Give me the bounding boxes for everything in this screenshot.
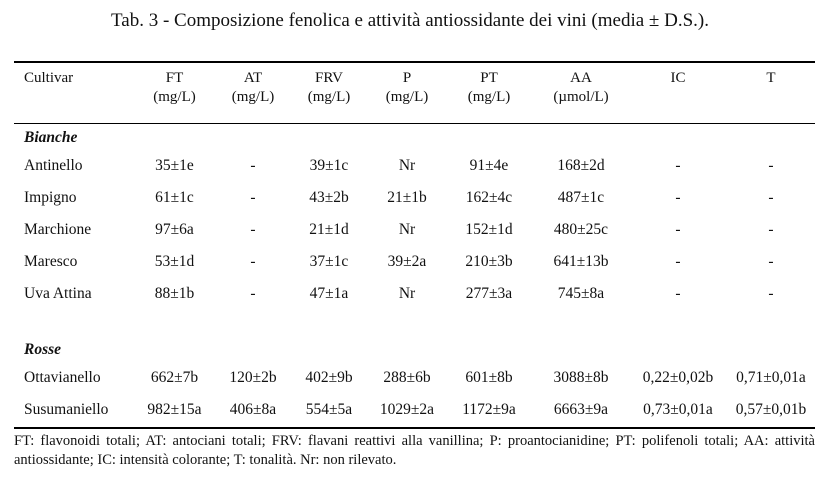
header-rule [14, 123, 815, 124]
value-cell: 162±4c [465, 189, 513, 206]
value-cell: 277±3a [465, 285, 513, 302]
col-header-t: T [766, 70, 776, 86]
value-cell: 120±2b [229, 369, 277, 386]
value-cell: 61±1c [155, 189, 194, 206]
col-header-ft: FT (mg/L) [153, 70, 196, 105]
value-cell: 1029±2a [379, 401, 435, 418]
value-cell: 88±1b [154, 285, 195, 302]
value-cell: 288±6b [383, 369, 431, 386]
value-cell: 39±1c [309, 157, 349, 174]
value-cell: 37±1c [309, 253, 349, 270]
col-header-pt: PT (mg/L) [467, 70, 511, 105]
value-cell: - [675, 221, 681, 238]
value-cell: 480±25c [553, 221, 609, 238]
value-cell: 152±1d [465, 221, 513, 238]
col-header-aa: AA (µmol/L) [553, 70, 609, 105]
table-row: Impigno 61±1c - 43±2b 21±1b 162±4c 487±1c - - [14, 182, 815, 214]
value-cell: 97±6a [155, 221, 194, 238]
cultivar-cell: Marchione [24, 221, 92, 238]
value-cell: 0,73±0,01a [643, 401, 713, 418]
value-cell: - [768, 221, 774, 238]
value-cell: 39±2a [387, 253, 427, 270]
value-cell: - [675, 285, 681, 302]
col-header-frv: FRV (mg/L) [307, 70, 351, 105]
footnote: FT: flavonoidi totali; AT: antociani tot… [14, 433, 815, 468]
value-cell: 21±1d [309, 221, 349, 238]
value-cell: 35±1e [155, 157, 194, 174]
value-cell: Nr [398, 221, 416, 238]
value-cell: 21±1b [387, 189, 427, 206]
table-row: Maresco 53±1d - 37±1c 39±2a 210±3b 641±13b - - [14, 246, 815, 278]
table-row: Susumaniello 982±15a 406±8a 554±5a 1029±2a 11… [14, 394, 815, 426]
value-cell: Nr [398, 285, 416, 302]
header-row: Cultivar FT (mg/L) AT (mg/L) FRV (mg/L) P (m… [14, 69, 815, 123]
cultivar-cell: Uva Attina [24, 285, 92, 302]
value-cell: - [768, 157, 774, 174]
value-cell: 0,71±0,01a [736, 369, 806, 386]
value-cell: Nr [398, 157, 416, 174]
spacer-row [14, 310, 815, 327]
table-title: Tab. 3 - Composizione fenolica e attivit… [111, 10, 709, 31]
value-cell: - [250, 221, 256, 238]
value-cell: - [675, 189, 681, 206]
data-table: Cultivar FT (mg/L) AT (mg/L) FRV (mg/L) P (m… [14, 69, 815, 426]
cultivar-cell: Susumaniello [24, 401, 109, 418]
value-cell: 91±4e [469, 157, 509, 174]
cultivar-cell: Maresco [24, 253, 78, 270]
group-label: Rosse [24, 341, 62, 358]
col-header-p: P (mg/L) [385, 70, 429, 105]
group-label: Bianche [24, 129, 78, 146]
cultivar-cell: Impigno [24, 189, 77, 206]
value-cell: - [250, 157, 256, 174]
value-cell: - [768, 285, 774, 302]
value-cell: 745±8a [557, 285, 605, 302]
group-header-row: Bianche [14, 123, 815, 150]
value-cell: - [768, 253, 774, 270]
table-row: Uva Attina 88±1b - 47±1a Nr 277±3a 745±8a - - [14, 278, 815, 310]
value-cell: 1172±9a [462, 401, 516, 418]
col-header-cultivar: Cultivar [24, 70, 74, 86]
value-cell: 43±2b [309, 189, 349, 206]
value-cell: - [675, 253, 681, 270]
value-cell: 53±1d [154, 253, 195, 270]
value-cell: 6663±9a [553, 401, 609, 418]
value-cell: 3088±8b [553, 369, 609, 386]
cultivar-cell: Ottavianello [24, 369, 101, 386]
table-row: Marchione 97±6a - 21±1d Nr 152±1d 480±25c - - [14, 214, 815, 246]
value-cell: 402±9b [305, 369, 353, 386]
value-cell: - [250, 189, 256, 206]
value-cell: 0,57±0,01b [735, 401, 807, 418]
value-cell: 662±7b [150, 369, 199, 386]
value-cell: 406±8a [229, 401, 277, 418]
value-cell: 487±1c [557, 189, 605, 206]
value-cell: 47±1a [309, 285, 349, 302]
value-cell: 982±15a [147, 401, 202, 418]
value-cell: 0,22±0,02b [642, 369, 714, 386]
col-header-ic: IC [670, 70, 686, 86]
cultivar-cell: Antinello [24, 157, 83, 174]
value-cell: - [768, 189, 774, 206]
bottom-rule [14, 427, 815, 429]
top-rule [14, 61, 815, 63]
value-cell: - [250, 285, 256, 302]
value-cell: - [675, 157, 681, 174]
value-cell: 601±8b [465, 369, 513, 386]
value-cell: 641±13b [553, 253, 609, 270]
value-cell: 554±5a [305, 401, 353, 418]
table-row: Antinello 35±1e - 39±1c Nr 91±4e 168±2d - - [14, 150, 815, 182]
value-cell: 210±3b [465, 253, 513, 270]
table-row: Ottavianello 662±7b 120±2b 402±9b 288±6b 601±… [14, 362, 815, 394]
value-cell: 168±2d [557, 157, 605, 174]
col-header-at: AT (mg/L) [231, 70, 275, 105]
value-cell: - [250, 253, 256, 270]
group-header-row: Rosse [14, 327, 815, 362]
